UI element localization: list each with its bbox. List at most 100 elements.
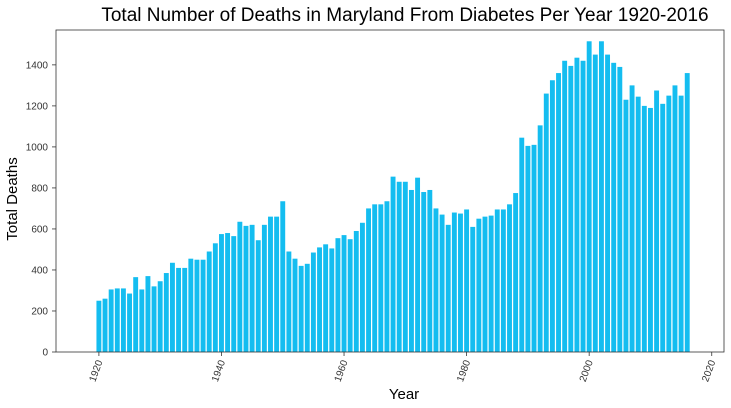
bar-1993 [543,93,549,352]
bar-1943 [237,221,243,352]
bar-1940 [219,234,224,352]
bar-1986 [500,209,506,352]
bar-1981 [470,226,476,352]
x-tick-label-2000: 2000 [578,358,596,383]
bar-1985 [494,209,500,352]
bar-1966 [378,204,384,352]
bar-2001 [592,54,598,353]
bar-1959 [335,238,341,352]
bar-2007 [629,85,635,352]
bar-2013 [666,95,672,352]
bar-1937 [200,259,206,352]
bar-1998 [574,57,580,352]
bar-1996 [562,60,568,352]
y-tick-label-0: 0 [42,348,48,359]
bar-1989 [519,137,525,352]
x-tick-label-1940: 1940 [210,358,228,383]
bar-1967 [384,201,390,352]
bar-1936 [194,259,200,352]
bar-1995 [556,73,561,352]
bar-1927 [139,289,145,352]
bar-2004 [611,62,617,352]
bar-1933 [176,267,182,352]
bar-1988 [513,193,519,352]
bar-1953 [298,265,304,352]
bar-1926 [133,277,139,352]
bar-1965 [372,204,378,352]
bar-1929 [151,286,157,352]
bar-1991 [531,144,537,352]
bar-1925 [127,293,132,352]
bar-1999 [580,60,586,352]
bar-2005 [617,66,623,353]
bar-1920 [96,300,102,352]
bar-1976 [439,214,445,352]
bar-1950 [280,201,286,352]
bar-1923 [114,288,120,352]
bar-1935 [188,258,194,352]
bar-1951 [286,251,292,352]
x-tick-label-2020: 2020 [700,358,718,383]
plot-frame [55,29,725,353]
bar-1939 [212,243,218,352]
bar-1987 [507,204,512,352]
y-tick-label-1000: 1000 [26,142,49,153]
bar-2009 [641,105,647,352]
bar-1973 [421,192,427,352]
bar-2002 [598,41,604,352]
bar-1921 [102,298,108,352]
bar-1930 [157,281,163,352]
bar-1970 [402,181,408,352]
bar-1992 [537,125,543,353]
y-tick-label-1200: 1200 [26,101,49,112]
bar-2011 [654,90,660,352]
plot-area: 0 200 400 600 800 1000 1200 1400 1920 1940 1960 198… [26,29,725,383]
bar-2006 [623,99,629,352]
bar-1979 [458,213,463,352]
bar-1934 [182,267,188,352]
chart-title: Total Number of Deaths in Maryland From … [101,5,708,26]
y-tick-label-400: 400 [31,265,48,276]
bar-1964 [366,208,371,352]
bar-1954 [304,263,310,352]
bar-1956 [317,247,322,352]
bar-1971 [409,189,414,352]
bar-1975 [433,208,439,352]
bar-1938 [206,251,212,352]
x-tick-label-1980: 1980 [455,358,473,383]
bar-2015 [678,95,684,352]
bar-1924 [120,288,126,352]
bar-1932 [169,262,175,352]
bar-1969 [396,181,402,352]
bar-2014 [672,85,678,352]
x-axis-label: Year [389,386,419,403]
y-tick-label-200: 200 [31,306,48,317]
bar-1962 [353,230,359,352]
bar-2000 [586,41,592,352]
bar-1994 [549,80,555,352]
bar-1944 [243,225,249,352]
bar-1948 [268,216,273,352]
bar-1955 [310,252,316,352]
bar-1942 [231,236,237,352]
bar-1968 [390,176,396,352]
bar-1972 [415,177,421,352]
bar-1957 [323,244,329,352]
bar-1984 [488,215,494,352]
bar-1977 [445,224,451,352]
bar-1974 [427,189,433,352]
bar-1978 [451,212,457,352]
y-tick-label-1400: 1400 [26,60,49,71]
bar-1928 [145,276,151,352]
bar-1961 [347,239,353,352]
y-axis-label: Total Deaths [4,157,21,240]
bar-1931 [163,273,169,352]
bar-1945 [249,224,255,352]
bar-2012 [660,103,666,352]
x-tick-label-1920: 1920 [88,358,106,383]
y-tick-label-800: 800 [31,183,48,194]
bar-1982 [476,218,482,352]
x-tick-label-1960: 1960 [333,358,351,383]
bar-1952 [292,258,298,352]
